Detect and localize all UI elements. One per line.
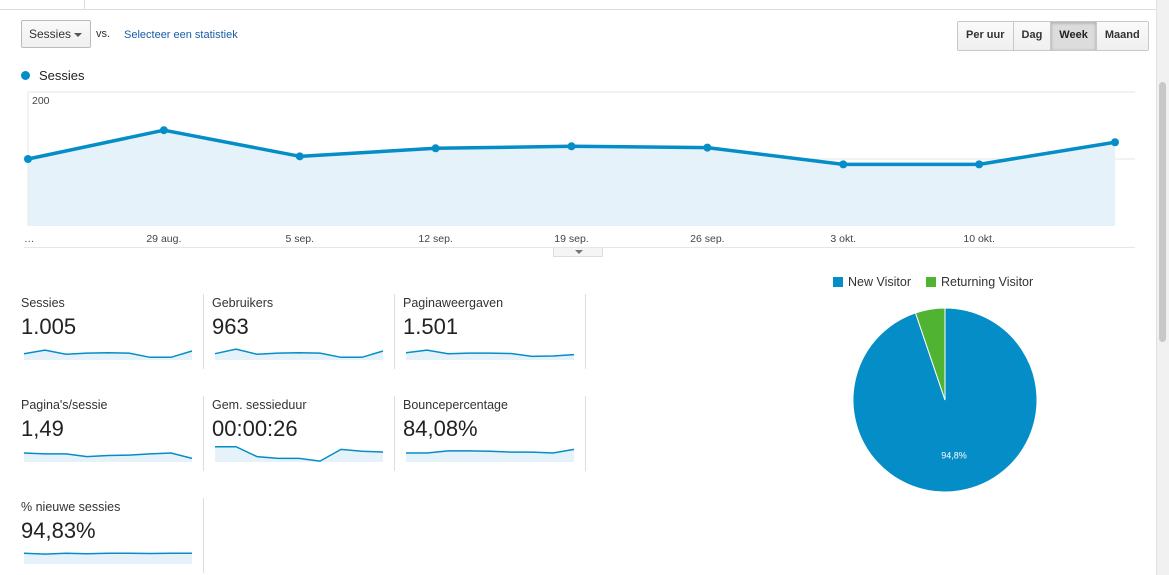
x-tick-label: 19 sep. — [554, 233, 588, 245]
scorecard-label: Sessies — [21, 296, 65, 310]
data-point[interactable] — [703, 143, 712, 152]
pie-data-label: 94,8% — [941, 450, 967, 460]
scorecard[interactable]: Pagina's/sessie 1,49 — [21, 396, 204, 471]
chart-expand-toggle[interactable] — [553, 248, 603, 257]
scrollbar-thumb[interactable] — [1159, 82, 1166, 342]
sparkline-area — [24, 453, 192, 462]
scorecard-sparkline — [406, 448, 575, 462]
sparkline-area — [406, 350, 574, 360]
data-point[interactable] — [431, 144, 440, 153]
granularity-hour-button[interactable]: Per uur — [958, 22, 1013, 50]
data-point[interactable] — [295, 152, 304, 161]
select-stat-link[interactable]: Selecteer een statistiek — [124, 29, 238, 41]
scorecard-value: 963 — [212, 314, 249, 339]
x-tick-label: 26 sep. — [690, 233, 724, 245]
scorecard-sparkline — [23, 452, 193, 462]
sparkline-line — [405, 349, 575, 358]
scorecard-value: 84,08% — [403, 416, 478, 441]
sparkline-line — [23, 349, 193, 359]
pie-legend: New Visitor Returning Visitor — [833, 275, 1048, 289]
scorecard[interactable]: Gem. sessieduur 00:00:26 — [212, 396, 395, 471]
sparkline-line — [215, 445, 384, 462]
scorecard-label: Gebruikers — [212, 296, 274, 310]
scorecard[interactable]: Paginaweergaven 1.501 — [403, 294, 586, 369]
x-tick-label: 10 okt. — [963, 233, 995, 245]
data-point[interactable] — [1111, 138, 1119, 147]
data-point[interactable] — [159, 126, 168, 135]
legend-series-label: Sessies — [39, 68, 85, 83]
sparkline-line — [406, 448, 575, 454]
pie-legend-item-returning[interactable]: Returning Visitor — [925, 275, 1034, 289]
sparkline-line — [23, 452, 193, 460]
y-tick-label: 200 — [32, 95, 50, 107]
scorecard-value: 1,49 — [21, 416, 64, 441]
scorecard-value: 1.005 — [21, 314, 77, 339]
scorecard-label: Paginaweergaven — [403, 296, 504, 310]
granularity-week-button[interactable]: Week — [1050, 22, 1096, 50]
granularity-day-button[interactable]: Dag — [1012, 22, 1051, 50]
chart-legend: Sessies — [21, 68, 85, 83]
vs-label: vs. — [96, 28, 111, 40]
scorecard-value: 94,83% — [21, 518, 96, 543]
scorecard-value: 1.501 — [403, 314, 459, 339]
x-tick-label: 5 sep. — [285, 233, 314, 245]
pie-legend-item-new[interactable]: New Visitor — [833, 275, 911, 289]
scorecard-sparkline — [23, 552, 192, 564]
chevron-down-icon — [575, 250, 583, 254]
scorecard-label: % nieuwe sessies — [21, 500, 121, 514]
scorecard-sparkline — [405, 349, 575, 360]
scorecard[interactable]: Sessies 1.005 — [21, 294, 204, 369]
scorecard-value: 00:00:26 — [212, 416, 298, 441]
scorecard[interactable]: Bouncepercentage 84,08% — [403, 396, 586, 471]
x-tick-label: … — [24, 233, 35, 245]
pie-legend-new-label: New Visitor — [848, 275, 911, 289]
scorecard-label: Pagina's/sessie — [21, 398, 108, 412]
sparkline-area — [24, 553, 192, 564]
x-tick-label: 12 sep. — [418, 233, 452, 245]
x-tick-label: 3 okt. — [830, 233, 856, 245]
x-tick-label: 29 aug. — [146, 233, 181, 245]
scorecard-sparkline — [215, 445, 384, 462]
scorecard-sparkline — [214, 348, 384, 360]
returning-visitor-swatch — [925, 277, 936, 287]
divider — [0, 9, 1157, 10]
granularity-month-button[interactable]: Maand — [1095, 22, 1148, 50]
scrollbar[interactable] — [1156, 0, 1169, 575]
sessions-line-chart: 200100…29 aug.5 sep.12 sep.19 sep.26 sep… — [24, 91, 1135, 248]
pie-legend-returning-label: Returning Visitor — [940, 275, 1034, 289]
pie-slice-returning-visitor[interactable] — [914, 307, 946, 401]
scorecard-label: Gem. sessieduur — [212, 398, 307, 412]
granularity-toggle: Per uur Dag Week Maand — [957, 21, 1149, 51]
series-dot-icon — [21, 71, 30, 80]
metric-select-value: Sessies — [29, 27, 72, 41]
scorecard[interactable]: % nieuwe sessies 94,83% — [21, 498, 204, 573]
data-point[interactable] — [975, 160, 984, 169]
chevron-down-icon — [74, 33, 82, 37]
scorecard-sparkline — [23, 349, 193, 360]
sparkline-area — [215, 446, 383, 462]
data-point[interactable] — [567, 142, 576, 151]
series-area — [28, 130, 1115, 226]
data-point[interactable] — [839, 160, 848, 169]
new-visitor-swatch — [833, 277, 843, 287]
scorecard[interactable]: Gebruikers 963 — [212, 294, 395, 369]
scorecard-label: Bouncepercentage — [403, 398, 508, 412]
sparkline-line — [23, 552, 192, 555]
data-point[interactable] — [24, 155, 32, 163]
sparkline-line — [214, 348, 384, 359]
visitor-type-pie-chart: 94,8% — [852, 307, 1038, 493]
metric-select[interactable]: Sessies — [21, 20, 91, 48]
